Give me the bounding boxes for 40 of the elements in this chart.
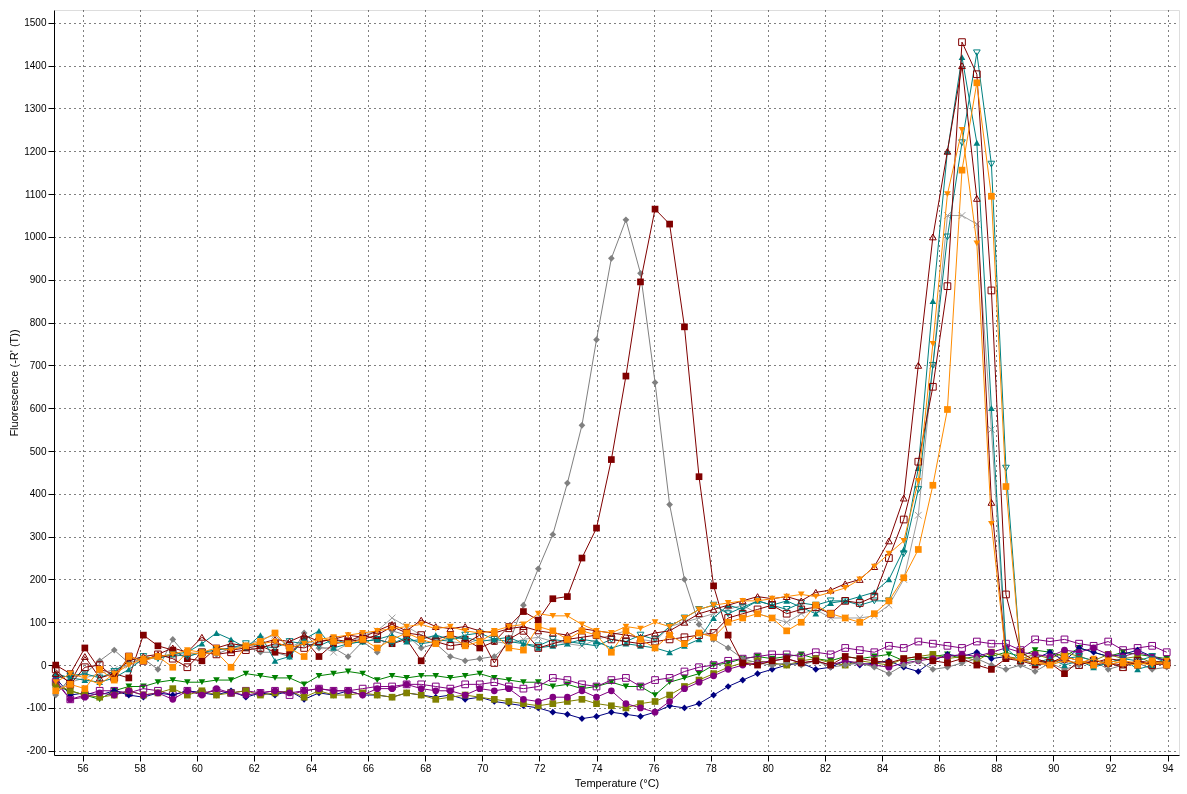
y-tick-label: 700 [29, 359, 47, 371]
x-tick-label: 58 [134, 762, 147, 774]
x-tick-label: 74 [591, 762, 604, 774]
y-tick-label: 500 [29, 445, 47, 457]
y-tick-label: 1400 [24, 60, 47, 72]
x-tick-label: 78 [705, 762, 718, 774]
x-tick-label: 60 [191, 762, 204, 774]
x-tick-label: 68 [420, 762, 432, 774]
y-tick-label: 800 [29, 317, 47, 329]
x-tick-label: 84 [876, 762, 889, 774]
y-tick-label: 600 [29, 402, 47, 414]
x-tick-label: 88 [991, 762, 1003, 774]
x-tick-label: 92 [1105, 762, 1117, 774]
x-tick-label: 66 [363, 762, 375, 774]
y-tick-label: 1000 [24, 231, 47, 243]
y-tick-label: 1300 [24, 102, 47, 114]
y-tick-label: 0 [40, 659, 47, 671]
y-tick-label: 900 [29, 274, 47, 286]
y-tick-label: 100 [29, 616, 47, 628]
x-tick-label: 80 [762, 762, 775, 774]
x-tick-label: 82 [819, 762, 832, 774]
x-tick-label: 90 [1048, 762, 1060, 774]
x-tick-label: 62 [248, 762, 261, 774]
x-tick-label: 86 [934, 762, 946, 774]
y-tick-label: 1500 [24, 17, 47, 29]
x-axis-title: Temperature (°C) [574, 776, 660, 789]
x-tick-label: 94 [1162, 762, 1175, 774]
x-tick-label: 70 [477, 762, 489, 774]
y-tick-label: 200 [29, 573, 47, 585]
y-tick-label: 1200 [24, 145, 47, 157]
y-tick-label: 400 [29, 488, 47, 500]
y-tick-label: 1100 [24, 188, 47, 200]
x-tick-label: 72 [534, 762, 546, 774]
x-tick-label: 56 [77, 762, 90, 774]
x-tick-label: 76 [648, 762, 661, 774]
y-tick-label: -100 [26, 702, 47, 714]
y-axis-title: Fluorescence (-R' (T)) [8, 329, 21, 437]
y-tick-label: -200 [26, 745, 47, 757]
y-tick-label: 300 [29, 531, 47, 543]
x-tick-label: 64 [305, 762, 318, 774]
